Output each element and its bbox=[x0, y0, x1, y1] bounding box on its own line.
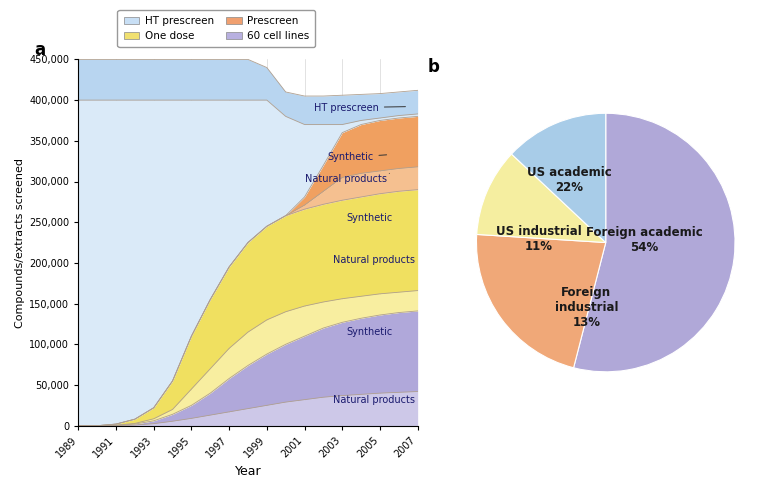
Wedge shape bbox=[477, 154, 606, 243]
Text: Natural products: Natural products bbox=[333, 395, 415, 405]
X-axis label: Year: Year bbox=[235, 465, 262, 478]
Text: Synthetic: Synthetic bbox=[327, 152, 387, 162]
Y-axis label: Compounds/extracts screened: Compounds/extracts screened bbox=[15, 157, 25, 328]
Wedge shape bbox=[477, 235, 606, 368]
Text: Synthetic: Synthetic bbox=[346, 327, 392, 337]
Text: Synthetic: Synthetic bbox=[346, 212, 392, 223]
Text: b: b bbox=[428, 58, 440, 76]
Text: Foreign academic
54%: Foreign academic 54% bbox=[586, 226, 703, 254]
Text: US industrial
11%: US industrial 11% bbox=[496, 225, 582, 252]
Text: Natural products: Natural products bbox=[333, 255, 415, 265]
Text: Natural products: Natural products bbox=[305, 173, 389, 184]
Text: a: a bbox=[34, 41, 45, 59]
Wedge shape bbox=[574, 113, 735, 372]
Wedge shape bbox=[511, 113, 606, 243]
Text: Foreign
industrial
13%: Foreign industrial 13% bbox=[554, 286, 618, 329]
Text: US academic
22%: US academic 22% bbox=[527, 166, 612, 195]
Legend: HT prescreen, One dose, Prescreen, 60 cell lines: HT prescreen, One dose, Prescreen, 60 ce… bbox=[117, 10, 316, 48]
Text: HT prescreen: HT prescreen bbox=[314, 102, 406, 113]
